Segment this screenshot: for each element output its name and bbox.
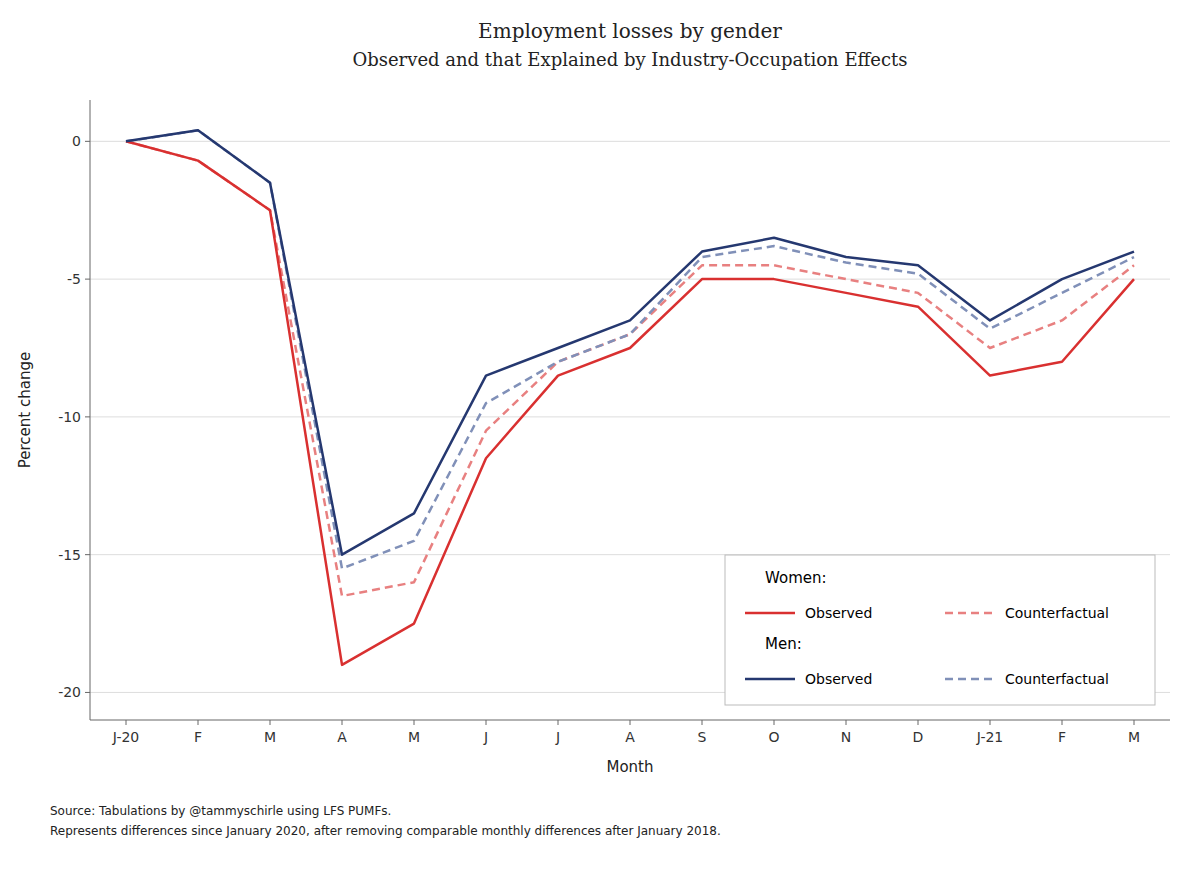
y-axis-label: Percent change: [16, 352, 34, 468]
x-tick: [1134, 720, 1135, 725]
x-tick-label: D: [913, 729, 924, 745]
x-axis-label: Month: [606, 758, 653, 776]
x-tick-label: J-21: [976, 729, 1004, 745]
legend-entry: Counterfactual: [1005, 605, 1109, 621]
legend-swatch: [945, 678, 995, 681]
series-line: [126, 130, 1134, 568]
legend-swatch: [745, 612, 795, 615]
legend: Women:ObservedCounterfactualMen:Observed…: [725, 555, 1155, 705]
legend-group-title: Women:: [765, 569, 827, 587]
title: Employment losses by gender: [478, 19, 782, 43]
x-tick: [846, 720, 847, 725]
series-line: [126, 130, 1134, 554]
x-tick-label: J: [483, 729, 488, 745]
x-tick-label: A: [337, 729, 347, 745]
x-tick-label: J: [555, 729, 560, 745]
grid: [90, 141, 1170, 692]
x-tick-label: O: [768, 729, 779, 745]
x-tick: [414, 720, 415, 725]
legend-box: [725, 555, 1155, 705]
x-tick: [774, 720, 775, 725]
x-tick: [198, 720, 199, 725]
x-tick: [126, 720, 127, 725]
x-tick: [270, 720, 271, 725]
y-tick-label: -5: [67, 271, 81, 287]
y-tick: [85, 554, 90, 555]
x-tick: [702, 720, 703, 725]
chart: Employment losses by gender Observed and …: [0, 0, 1200, 873]
legend-group-title: Men:: [765, 635, 802, 653]
x-tick: [342, 720, 343, 725]
x-tick-label: M: [1128, 729, 1140, 745]
grid-line: [90, 279, 1170, 280]
x-tick: [486, 720, 487, 725]
subtitle: Observed and that Explained by Industry-…: [352, 49, 907, 70]
y-tick: [85, 141, 90, 142]
x-tick-label: S: [698, 729, 707, 745]
y-tick-label: -10: [58, 409, 81, 425]
y-tick-label: -15: [58, 547, 81, 563]
source-note: Source: Tabulations by @tammyschirle usi…: [50, 804, 391, 818]
y-tick: [85, 279, 90, 280]
legend-swatch: [945, 612, 995, 615]
x-tick-label: F: [194, 729, 202, 745]
x-tick: [918, 720, 919, 725]
x-tick: [1062, 720, 1063, 725]
legend-entry: Observed: [805, 671, 872, 687]
grid-line: [90, 416, 1170, 417]
y-tick-label: 0: [72, 133, 81, 149]
x-tick-label: M: [408, 729, 420, 745]
y-tick-label: -20: [58, 684, 81, 700]
x-tick: [990, 720, 991, 725]
x-tick-label: F: [1058, 729, 1066, 745]
legend-entry: Counterfactual: [1005, 671, 1109, 687]
x-tick: [558, 720, 559, 725]
x-tick: [630, 720, 631, 725]
grid-line: [90, 141, 1170, 142]
x-tick-label: J-20: [112, 729, 140, 745]
y-tick: [85, 416, 90, 417]
x-tick-label: N: [841, 729, 851, 745]
legend-swatch: [745, 678, 795, 681]
x-tick-label: A: [625, 729, 635, 745]
legend-entry: Observed: [805, 605, 872, 621]
source-note: Represents differences since January 202…: [50, 824, 721, 838]
y-axis: [90, 100, 91, 720]
x-tick-label: M: [264, 729, 276, 745]
y-tick: [85, 692, 90, 693]
